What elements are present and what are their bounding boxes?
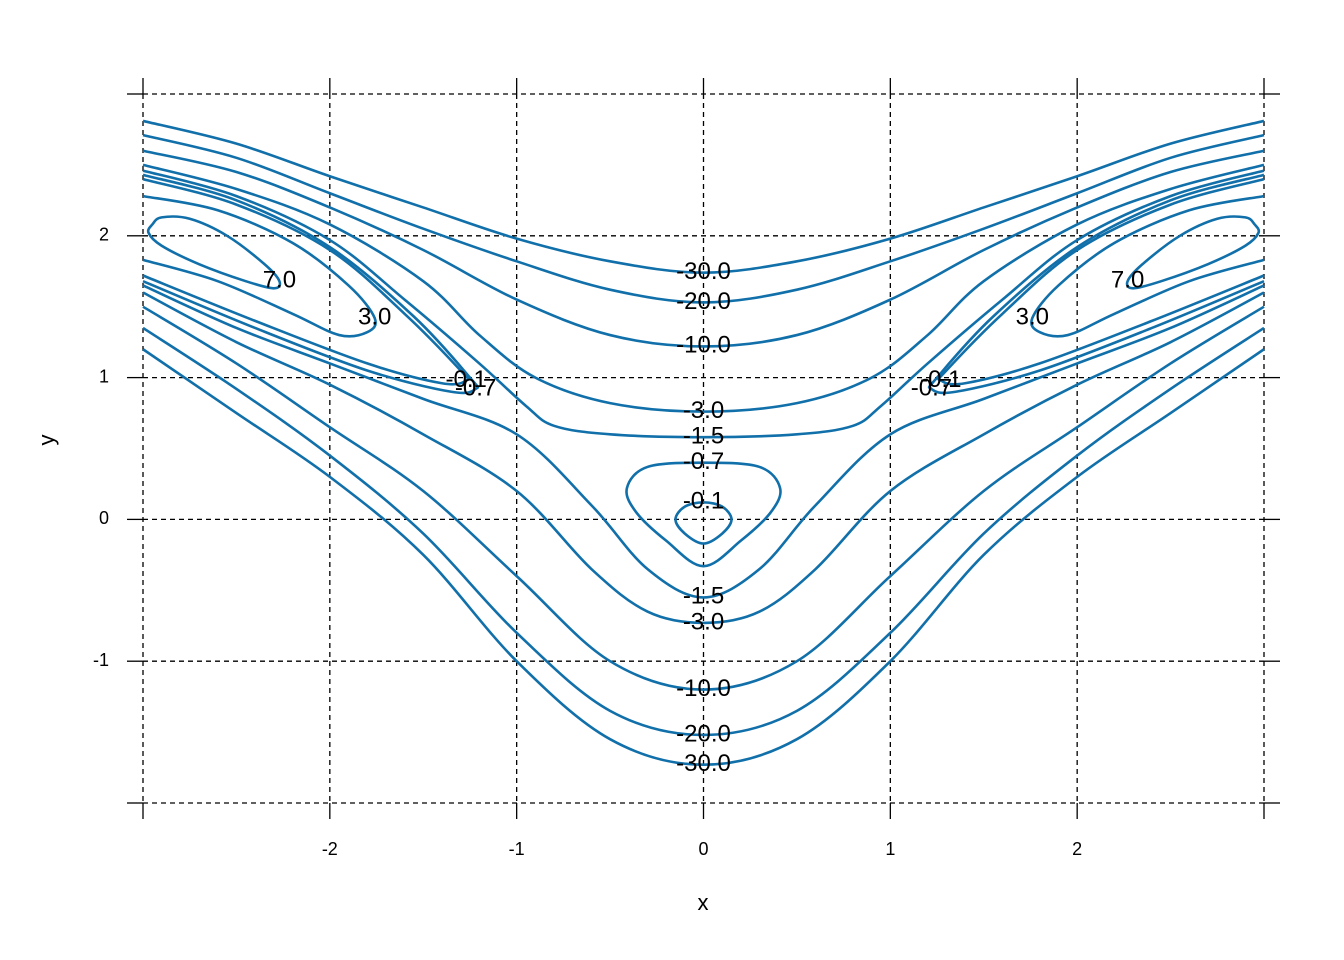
contour-line: [146, 215, 282, 290]
contour-label: 7.0: [263, 267, 296, 294]
contour-label: 3.0: [1016, 303, 1049, 330]
contour-line: [674, 501, 733, 545]
y-axis-title: y: [34, 435, 59, 446]
contour-labels: 7.0 7.03.0 3.0-0.1 -0.1-0.1-0.7 -0.7-0.7-1.5…: [263, 258, 1145, 777]
contour-label: -10.0: [676, 332, 731, 359]
contour-line: [142, 133, 1265, 304]
contour-label: -0.1: [920, 366, 961, 393]
contour-label: -1.5: [683, 583, 724, 610]
contour-line: [142, 169, 1265, 439]
contour-label: -3.0: [683, 397, 724, 424]
contour-label: -30.0: [676, 750, 731, 777]
contour-line: [937, 177, 1265, 386]
contour-label: 3.0: [358, 303, 391, 330]
contour-label: -0.7: [911, 374, 952, 401]
x-tick-label: 0: [698, 839, 708, 859]
y-tick-label: 2: [99, 225, 109, 245]
contour-line: [142, 163, 1265, 413]
contour-line: [142, 291, 1265, 625]
contour-line: [142, 173, 480, 395]
x-tick-label: -1: [509, 839, 525, 859]
contour-label: -1.5: [683, 422, 724, 449]
y-tick-label: -1: [93, 650, 109, 670]
contour-label: -3.0: [683, 608, 724, 635]
x-tick-label: 1: [885, 839, 895, 859]
contour-line: [927, 173, 1265, 395]
contour-lines: [142, 119, 1265, 767]
contour-line: [142, 326, 1265, 737]
contour-line: [142, 119, 1265, 274]
contour-label: -0.7: [683, 448, 724, 475]
contour-line: [142, 149, 1265, 348]
contour-label: -0.1: [446, 366, 487, 393]
y-tick-label: 1: [99, 366, 109, 386]
contour-label: -20.0: [676, 720, 731, 747]
x-tick-label: -2: [322, 839, 338, 859]
y-tick-label: 0: [99, 508, 109, 528]
contour-line: [625, 461, 782, 568]
contour-label: -0.7: [455, 374, 496, 401]
contour-line: [142, 284, 1265, 599]
x-axis-title: x: [698, 890, 709, 915]
contour-line: [1030, 194, 1265, 338]
contour-label: -30.0: [676, 258, 731, 285]
contour-label: -20.0: [676, 288, 731, 315]
contour-line: [142, 177, 470, 386]
x-tick-label: 2: [1072, 839, 1082, 859]
contour-label: 7.0: [1111, 267, 1144, 294]
contour-line: [142, 348, 1265, 767]
contour-label: -10.0: [676, 675, 731, 702]
contour-line: [142, 305, 1265, 691]
contour-line: [1125, 215, 1261, 290]
contour-label: -0.1: [683, 488, 724, 515]
contour-line: [142, 194, 377, 338]
